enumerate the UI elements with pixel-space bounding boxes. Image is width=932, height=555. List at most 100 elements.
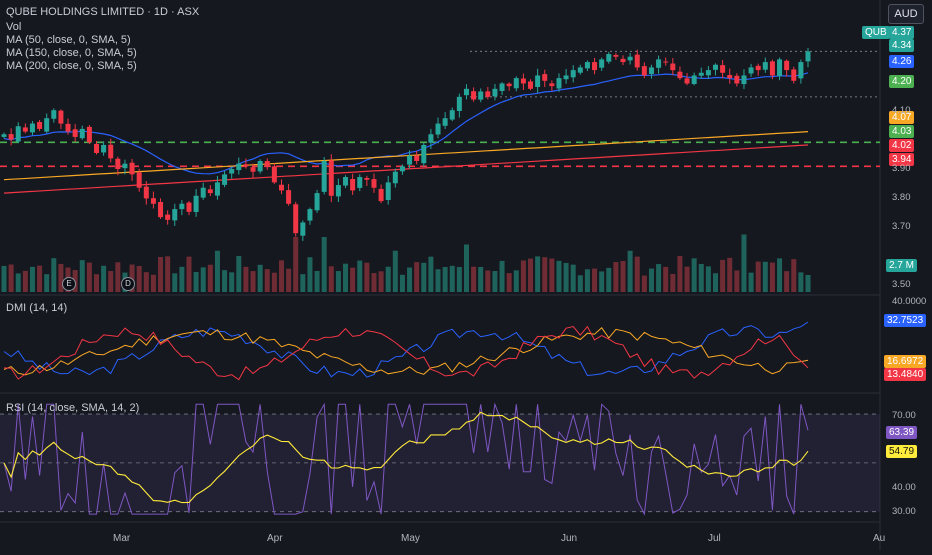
candle-body bbox=[613, 54, 619, 57]
candle-body bbox=[257, 161, 263, 172]
ma50-label: MA (50, close, 0, SMA, 5) bbox=[6, 34, 131, 46]
volume-bar bbox=[570, 264, 576, 292]
candle-body bbox=[698, 72, 704, 76]
candle-body bbox=[378, 188, 384, 202]
volume-bar bbox=[549, 258, 555, 292]
candle-body bbox=[236, 163, 242, 171]
rsi-ma-line bbox=[3, 411, 809, 504]
candle-body bbox=[428, 134, 434, 143]
candle-body bbox=[207, 189, 213, 194]
ma200-label: MA (200, close, 0, SMA, 5) bbox=[6, 60, 137, 72]
volume-bar bbox=[485, 270, 491, 292]
candle-body bbox=[44, 118, 50, 132]
rsi-tick-label: 30.00 bbox=[892, 506, 916, 517]
candle-body bbox=[620, 58, 626, 63]
rsi-tick-label: 40.00 bbox=[892, 482, 916, 493]
volume-bar bbox=[278, 260, 284, 292]
candle-body bbox=[122, 163, 128, 169]
plus-di-badge: 32.7523 bbox=[884, 314, 927, 327]
volume-bar bbox=[620, 261, 626, 292]
candle-body bbox=[343, 177, 349, 186]
candle-body bbox=[350, 178, 356, 191]
ma50-badge: 4.26 bbox=[889, 55, 915, 68]
volume-bar bbox=[1, 265, 7, 292]
dmi-line-2 bbox=[3, 325, 809, 381]
candle-body bbox=[264, 161, 270, 167]
rsi-ma-badge: 54.79 bbox=[886, 445, 918, 458]
volume-bar bbox=[200, 267, 206, 292]
volume-bar bbox=[705, 266, 711, 292]
candle-body bbox=[179, 203, 185, 210]
candle-body bbox=[101, 144, 107, 153]
volume-bar bbox=[798, 272, 804, 292]
volume-bar bbox=[364, 262, 370, 292]
volume-bar bbox=[307, 257, 313, 292]
ma150-line bbox=[3, 131, 809, 181]
volume-bar bbox=[37, 265, 43, 292]
candle-body bbox=[734, 75, 740, 84]
dmi-tick-label: 40.0000 bbox=[892, 296, 927, 307]
candle-body bbox=[563, 75, 569, 80]
volume-bar bbox=[421, 262, 427, 292]
volume-bar bbox=[79, 260, 85, 292]
candle-body bbox=[755, 65, 761, 71]
candle-body bbox=[328, 160, 334, 196]
candle-body bbox=[577, 67, 583, 73]
volume-bar bbox=[179, 266, 185, 292]
level-4-20-badge: 4.20 bbox=[889, 75, 915, 88]
volume-bar bbox=[328, 266, 334, 292]
volume-bar bbox=[563, 262, 569, 292]
candle-body bbox=[606, 54, 612, 62]
candle-body bbox=[421, 144, 427, 164]
earnings-event-icon[interactable]: E bbox=[62, 277, 76, 291]
candle-body bbox=[307, 209, 313, 221]
volume-bar bbox=[463, 244, 469, 292]
volume-bar bbox=[115, 262, 121, 292]
volume-bar bbox=[698, 264, 704, 292]
volume-bar bbox=[784, 271, 790, 292]
candle-body bbox=[8, 134, 14, 140]
volume-bar bbox=[599, 271, 605, 292]
volume-bar bbox=[172, 273, 178, 292]
candle-body bbox=[528, 81, 534, 89]
candle-body bbox=[165, 214, 171, 220]
minus-di-badge: 13.4840 bbox=[884, 368, 927, 381]
volume-bar bbox=[613, 262, 619, 292]
volume-bar bbox=[762, 261, 768, 292]
candle-body bbox=[1, 134, 7, 137]
volume-bar bbox=[222, 270, 228, 292]
volume-bar bbox=[542, 257, 548, 292]
candle-body bbox=[79, 128, 85, 139]
volume-bar bbox=[478, 266, 484, 292]
candle-body bbox=[314, 193, 320, 211]
candle-body bbox=[805, 51, 811, 62]
candle-body bbox=[463, 88, 469, 96]
volume-bar bbox=[229, 272, 235, 292]
volume-bar bbox=[684, 266, 690, 292]
volume-bar bbox=[584, 269, 590, 292]
candle-body bbox=[449, 110, 455, 120]
candle-body bbox=[506, 83, 512, 87]
volume-badge: 2.7 M bbox=[886, 259, 918, 272]
candle-body bbox=[627, 56, 633, 61]
candle-body bbox=[798, 62, 804, 79]
volume-bar bbox=[435, 269, 441, 292]
volume-bar bbox=[264, 269, 270, 292]
volume-bar bbox=[150, 274, 156, 292]
candle-body bbox=[86, 126, 92, 143]
candle-body bbox=[357, 177, 363, 188]
currency-button[interactable]: AUD bbox=[888, 4, 924, 24]
candle-body bbox=[727, 75, 733, 79]
volume-bar bbox=[556, 260, 562, 292]
volume-bar bbox=[670, 273, 676, 292]
candle-body bbox=[592, 62, 598, 71]
volume-bar bbox=[300, 274, 306, 292]
volume-bar bbox=[22, 270, 28, 292]
candle-body bbox=[172, 209, 178, 221]
candle-body bbox=[371, 179, 377, 188]
dividend-event-icon[interactable]: D bbox=[121, 277, 135, 291]
candle-body bbox=[271, 166, 277, 183]
vol-label: Vol bbox=[6, 21, 22, 33]
